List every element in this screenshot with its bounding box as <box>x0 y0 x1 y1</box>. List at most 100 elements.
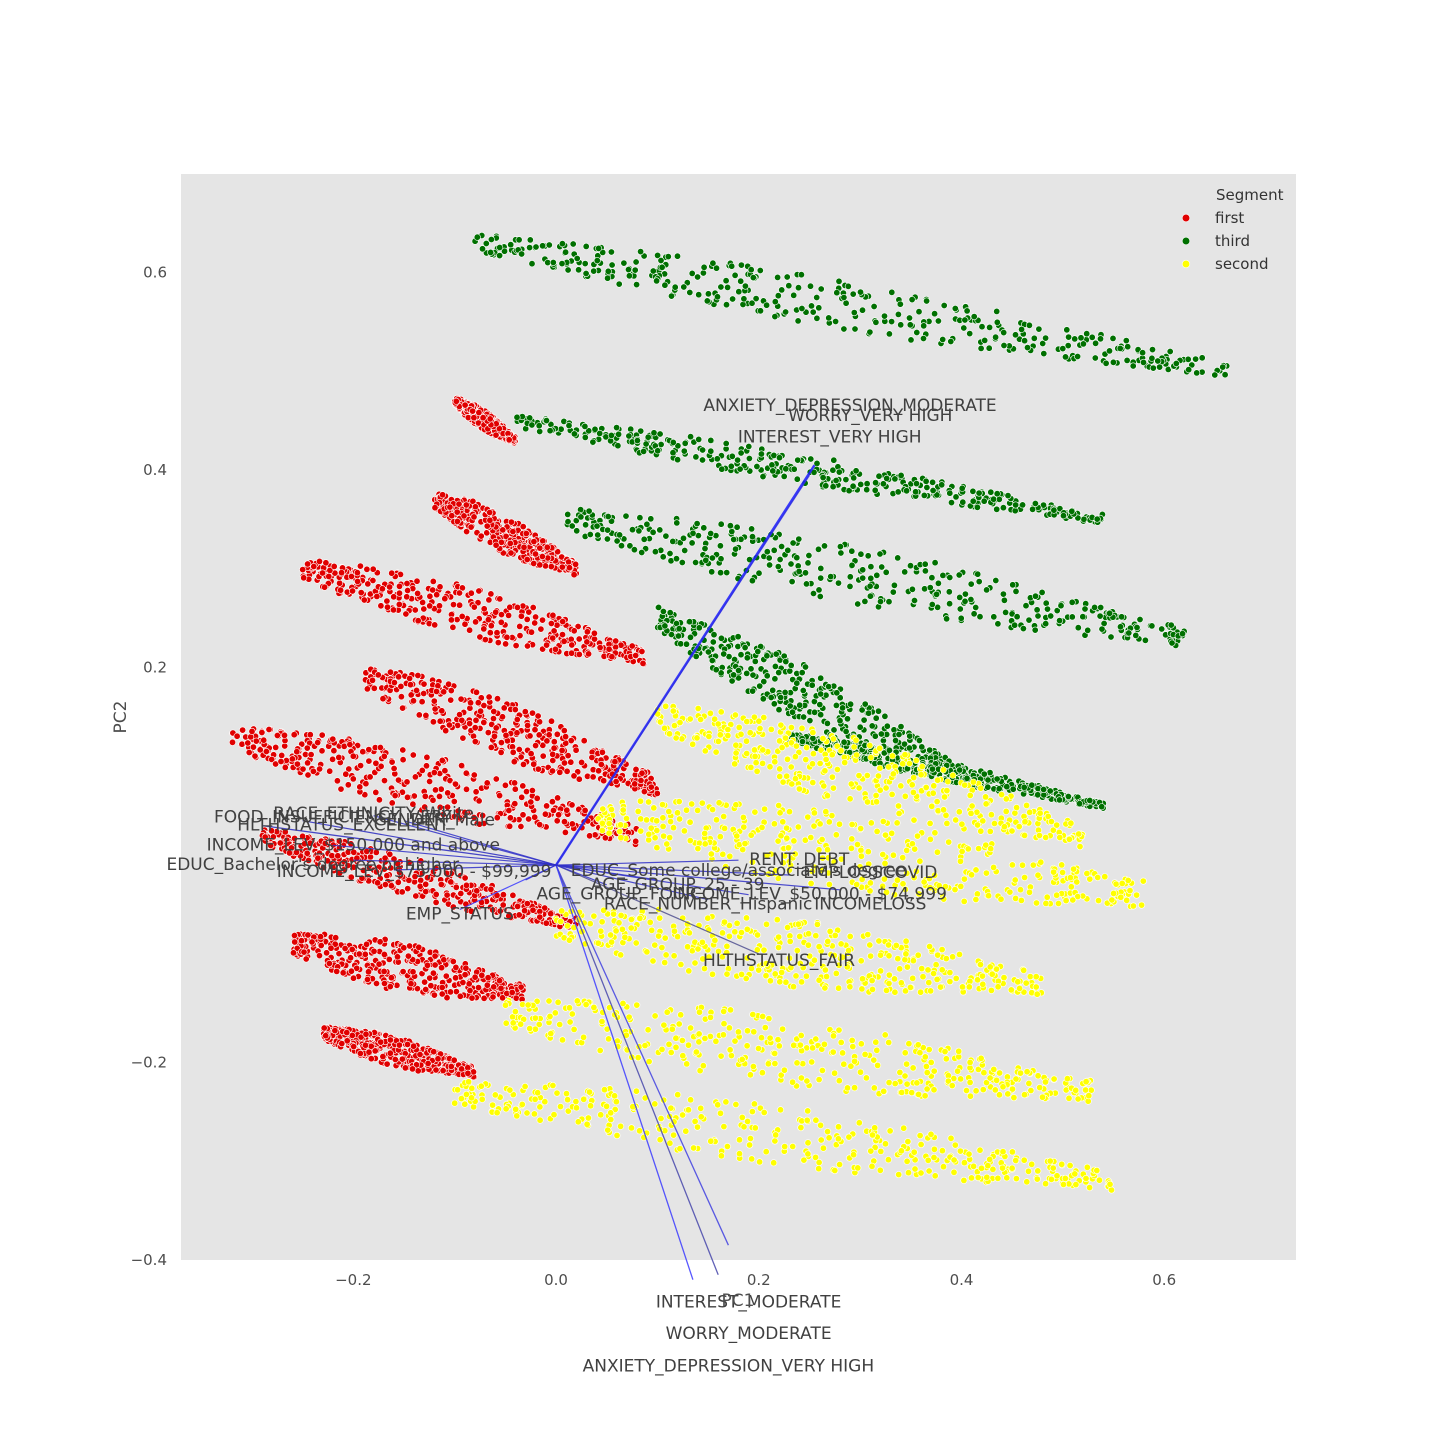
point-first <box>369 565 377 573</box>
point-third <box>859 574 867 582</box>
point-third <box>1060 512 1068 520</box>
point-first <box>513 603 521 611</box>
point-first <box>443 891 451 899</box>
point-third <box>582 521 590 529</box>
point-third <box>994 620 1002 628</box>
point-first <box>487 885 495 893</box>
point-third <box>654 447 662 455</box>
point-first <box>356 1050 364 1058</box>
point-first <box>512 642 520 650</box>
point-first <box>468 994 476 1002</box>
point-first <box>588 753 596 761</box>
point-third <box>1056 796 1064 804</box>
point-third <box>701 545 709 553</box>
point-first <box>590 629 598 637</box>
point-third <box>984 776 992 784</box>
point-third <box>545 241 553 249</box>
point-first <box>363 940 371 948</box>
point-first <box>346 741 354 749</box>
point-third <box>1076 800 1084 808</box>
point-third <box>732 545 740 553</box>
point-third <box>656 526 664 534</box>
point-second <box>783 772 791 780</box>
point-first <box>563 767 571 775</box>
point-first <box>300 574 308 582</box>
point-first <box>300 948 308 956</box>
point-third <box>797 271 805 279</box>
point-third <box>643 520 651 528</box>
point-first <box>413 686 421 694</box>
point-first <box>498 713 506 721</box>
point-third <box>801 663 809 671</box>
point-third <box>1141 636 1149 644</box>
point-first <box>537 625 545 633</box>
point-third <box>1193 369 1201 377</box>
point-third <box>938 481 946 489</box>
point-third <box>813 314 821 322</box>
point-first <box>399 968 407 976</box>
point-third <box>934 579 942 587</box>
point-first <box>359 748 367 756</box>
point-first <box>439 1067 447 1075</box>
point-first <box>490 983 498 991</box>
point-third <box>846 573 854 581</box>
point-third <box>769 686 777 694</box>
point-third <box>594 531 602 539</box>
point-first <box>462 881 470 889</box>
point-third <box>688 539 696 547</box>
point-first <box>408 1065 416 1073</box>
point-first <box>525 815 533 823</box>
point-third <box>993 318 1001 326</box>
point-third <box>1098 803 1106 811</box>
point-first <box>426 592 434 600</box>
point-first <box>256 746 264 754</box>
point-first <box>318 731 326 739</box>
point-first <box>372 759 380 767</box>
point-third <box>737 277 745 285</box>
point-third <box>1074 624 1082 632</box>
point-third <box>1107 633 1115 641</box>
point-first <box>547 717 555 725</box>
point-third <box>980 497 988 505</box>
point-first <box>438 756 446 764</box>
point-first <box>458 1065 466 1073</box>
point-first <box>444 789 452 797</box>
point-third <box>1019 501 1027 509</box>
point-third <box>713 293 721 301</box>
point-third <box>1000 341 1008 349</box>
point-third <box>651 548 659 556</box>
point-first <box>424 1060 432 1068</box>
point-third <box>888 288 896 296</box>
point-third <box>675 625 683 633</box>
point-first <box>638 769 646 777</box>
point-third <box>1013 613 1021 621</box>
point-first <box>436 717 444 725</box>
point-third <box>632 258 640 266</box>
point-first <box>580 737 588 745</box>
point-third <box>815 304 823 312</box>
point-third <box>734 633 742 641</box>
point-third <box>749 687 757 695</box>
point-first <box>575 650 583 658</box>
point-third <box>910 596 918 604</box>
point-first <box>492 775 500 783</box>
point-third <box>1011 621 1019 629</box>
point-first <box>531 619 539 627</box>
point-first <box>348 945 356 953</box>
point-first <box>570 627 578 635</box>
point-first <box>430 991 438 999</box>
point-first <box>331 1027 339 1035</box>
point-first <box>549 611 557 619</box>
point-third <box>681 546 689 554</box>
point-third <box>778 286 786 294</box>
point-third <box>724 283 732 291</box>
point-third <box>885 330 893 338</box>
point-first <box>329 735 337 743</box>
point-first <box>500 704 508 712</box>
point-first <box>474 699 482 707</box>
point-third <box>835 277 843 285</box>
point-first <box>455 589 463 597</box>
point-third <box>723 569 731 577</box>
point-first <box>374 671 382 679</box>
